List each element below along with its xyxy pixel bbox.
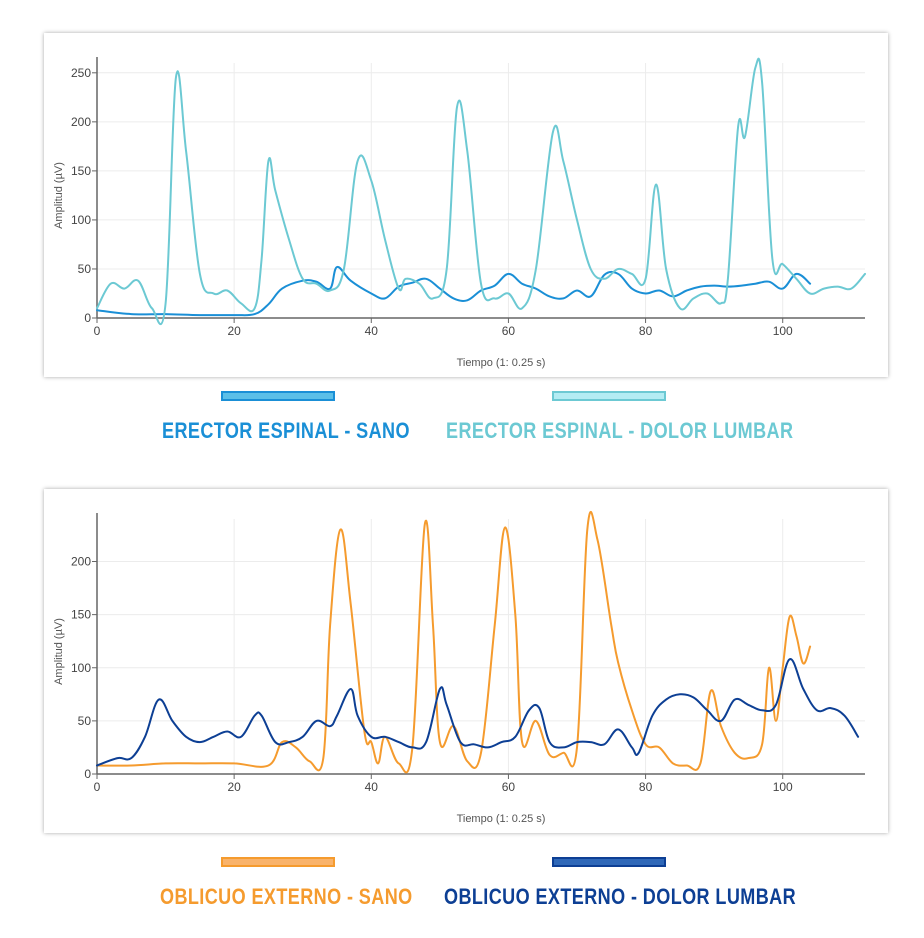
oblicuo-chart-panel: 0 20 40 60 80 100 0 50 100 150 200 Tiempo (1: 0.25 …: [44, 489, 888, 833]
y-tick-label: 0: [84, 767, 91, 781]
legend-swatch-erector-sano: [221, 391, 335, 401]
legend-label-erector-dolor: ERECTOR ESPINAL - DOLOR LUMBAR: [446, 418, 794, 443]
x-tick-label: 0: [94, 780, 101, 794]
x-tick-label: 80: [639, 780, 653, 794]
erector-chart-panel: 0 20 40 60 80 100 0 50 100 150 200 250 Tiempo (1: 0.…: [44, 33, 888, 377]
y-tick-label: 50: [78, 714, 92, 728]
y-tick-label: 150: [71, 608, 91, 622]
legend-label-oblicuo-sano: OBLICUO EXTERNO - SANO: [160, 884, 413, 909]
x-axis-label: Tiempo (1: 0.25 s): [457, 813, 546, 825]
legend-swatch-erector-dolor: [552, 391, 666, 401]
x-tick-label: 100: [773, 780, 793, 794]
series-line-0-0: [96, 265, 812, 317]
y-axis-label: Amplitud (µV): [53, 162, 65, 229]
series-line-1-1: [96, 658, 860, 767]
y-tick-label: 0: [84, 311, 91, 325]
y-tick-label: 200: [71, 115, 91, 129]
oblicuo-chart: 0 20 40 60 80 100 0 50 100 150 200 Tiempo (1: 0.25 …: [53, 511, 865, 825]
x-tick-label: 20: [227, 780, 241, 794]
x-tick-label: 20: [227, 324, 241, 338]
x-tick-label: 60: [502, 780, 516, 794]
y-tick-label: 250: [71, 66, 91, 80]
legend-label-oblicuo-dolor: OBLICUO EXTERNO - DOLOR LUMBAR: [444, 884, 797, 909]
y-axis-label: Amplitud (µV): [53, 618, 65, 685]
x-tick-label: 0: [94, 324, 101, 338]
x-tick-label: 40: [365, 324, 379, 338]
y-tick-label: 200: [71, 555, 91, 569]
legend-swatch-oblicuo-dolor: [552, 857, 666, 867]
legend-label-erector-sano: ERECTOR ESPINAL - SANO: [162, 418, 410, 443]
erector-chart: 0 20 40 60 80 100 0 50 100 150 200 250 Tiempo (1: 0.…: [53, 57, 866, 369]
series-line-1-0: [96, 511, 812, 774]
x-tick-label: 60: [502, 324, 516, 338]
x-tick-label: 40: [365, 780, 379, 794]
legend-swatch-oblicuo-sano: [221, 857, 335, 867]
x-tick-label: 80: [639, 324, 653, 338]
series-line-0-1: [96, 57, 866, 325]
x-axis-label: Tiempo (1: 0.25 s): [457, 357, 546, 369]
y-tick-label: 150: [71, 164, 91, 178]
y-tick-label: 100: [71, 661, 91, 675]
y-tick-label: 50: [78, 262, 92, 276]
x-tick-label: 100: [773, 324, 793, 338]
y-tick-label: 100: [71, 213, 91, 227]
